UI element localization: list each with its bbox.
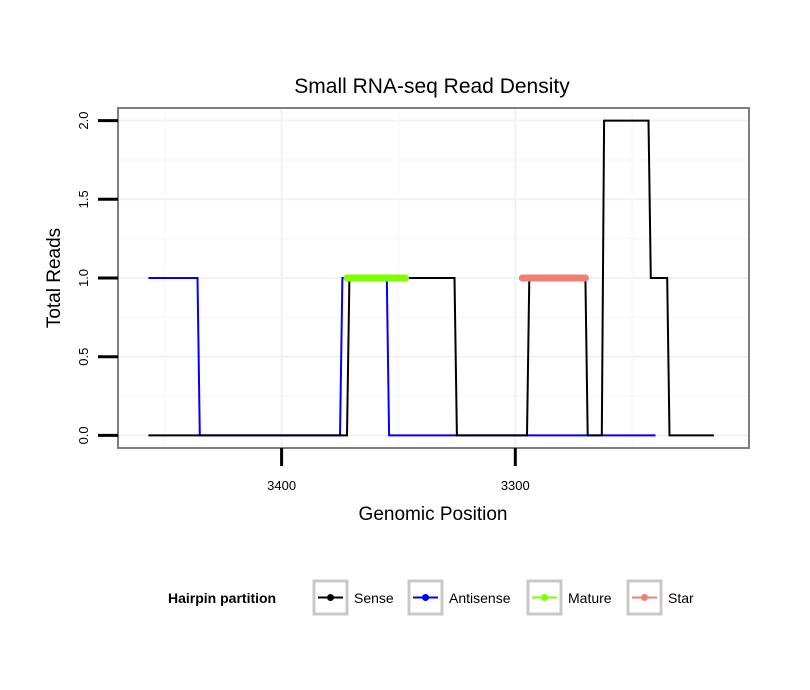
- y-tick-label: 1.0: [76, 269, 91, 287]
- x-axis: 3400 3300: [267, 448, 530, 493]
- legend-label-mature: Mature: [568, 590, 612, 606]
- x-tick-label: 3400: [267, 478, 296, 493]
- legend-label-star: Star: [668, 590, 694, 606]
- legend-key-dot: [641, 594, 648, 601]
- x-tick-label: 3300: [501, 478, 530, 493]
- data-series: [148, 119, 714, 437]
- legend-label-sense: Sense: [354, 590, 394, 606]
- y-tick-label: 2.0: [76, 112, 91, 130]
- grid-lines: [118, 108, 749, 448]
- y-axis-title: Total Reads: [44, 228, 65, 328]
- legend-key-box: [526, 579, 563, 616]
- y-tick-label: 1.5: [76, 190, 91, 208]
- y-axis: 0.0 0.5 1.0 1.5 2.0: [76, 112, 118, 444]
- x-axis-title: Genomic Position: [359, 504, 508, 525]
- y-tick-label: 0.0: [76, 426, 91, 444]
- legend-label-antisense: Antisense: [449, 590, 511, 606]
- legend: Hairpin partition Sense Antisense Mature St…: [168, 579, 694, 616]
- legend-key-dot: [541, 594, 548, 601]
- y-tick-label: 0.5: [76, 348, 91, 366]
- legend-key-dot: [422, 594, 429, 601]
- legend-title: Hairpin partition: [168, 590, 276, 606]
- legend-key-dot: [327, 594, 334, 601]
- chart-title: Small RNA-seq Read Density: [294, 75, 570, 98]
